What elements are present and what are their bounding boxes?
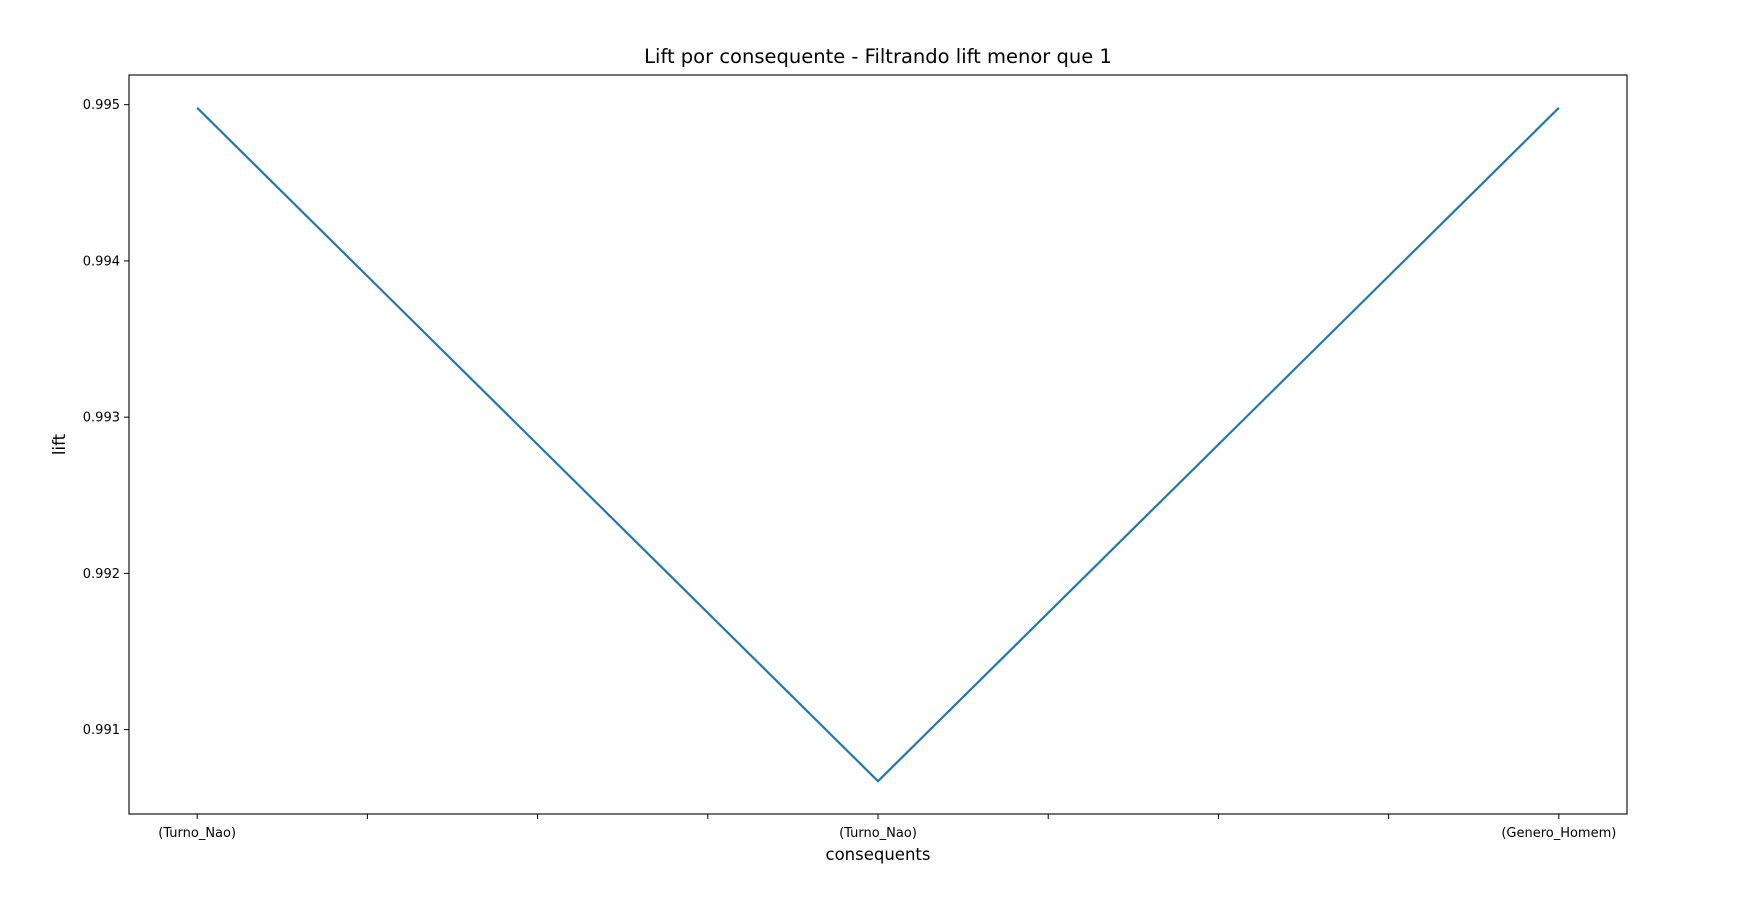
axes-frame — [128, 74, 1628, 815]
y-tick-label: 0.992 — [83, 567, 120, 582]
y-tick-label: 0.991 — [83, 723, 120, 738]
series-line-1 — [196, 107, 1560, 783]
x-tick-label: (Genero_Homem) — [1501, 826, 1616, 841]
y-tick-label: 0.993 — [83, 411, 120, 426]
chart-title: Lift por consequente - Filtrando lift me… — [644, 45, 1112, 68]
plot-area: 0.991 0.992 0.993 0.994 0.995 (Turno_Nao) (Tur… — [83, 74, 1628, 841]
x-tick-label: (Turno_Nao) — [158, 826, 236, 841]
y-axis-label: lift — [50, 433, 69, 455]
y-tick-label: 0.995 — [83, 98, 120, 113]
x-tick-label: (Turno_Nao) — [839, 826, 917, 841]
y-tick-label: 0.994 — [83, 254, 120, 269]
x-axis-label: consequents — [826, 845, 931, 864]
